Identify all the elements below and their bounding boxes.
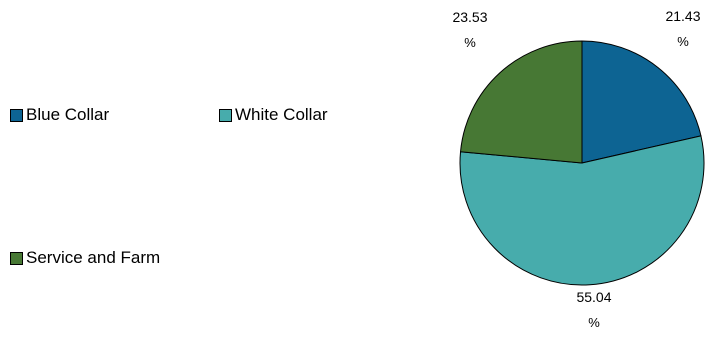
legend-label-blue-collar: Blue Collar [26,105,110,124]
slice-labels: 21.43% 55.04% 23.53% [452,8,700,330]
legend-swatch-white-collar [219,108,232,122]
legend-label-service-and-farm: Service and Farm [26,248,161,267]
slice-value-label-white-collar: 55.04 [576,289,611,305]
legend-swatch-service-and-farm [10,251,23,265]
legend-item-white-collar: White Collar [219,105,328,125]
pie-slices [459,40,705,286]
slice-unit-label-blue-collar: % [677,34,689,49]
legend-label-white-collar: White Collar [235,105,328,124]
legend-item-service-and-farm: Service and Farm [10,248,160,268]
pie-slice-white-collar [459,135,705,286]
slice-value-label-blue-collar: 21.43 [665,8,700,24]
slice-unit-label-white-collar: % [588,315,600,330]
slice-unit-label-service-and-farm: % [464,35,476,50]
pie-slice-service-and-farm [459,40,583,164]
pie-slice-blue-collar [581,40,702,164]
legend-swatch-blue-collar [10,108,23,122]
slice-value-label-service-and-farm: 23.53 [452,9,487,25]
legend-item-blue-collar: Blue Collar [10,105,109,125]
